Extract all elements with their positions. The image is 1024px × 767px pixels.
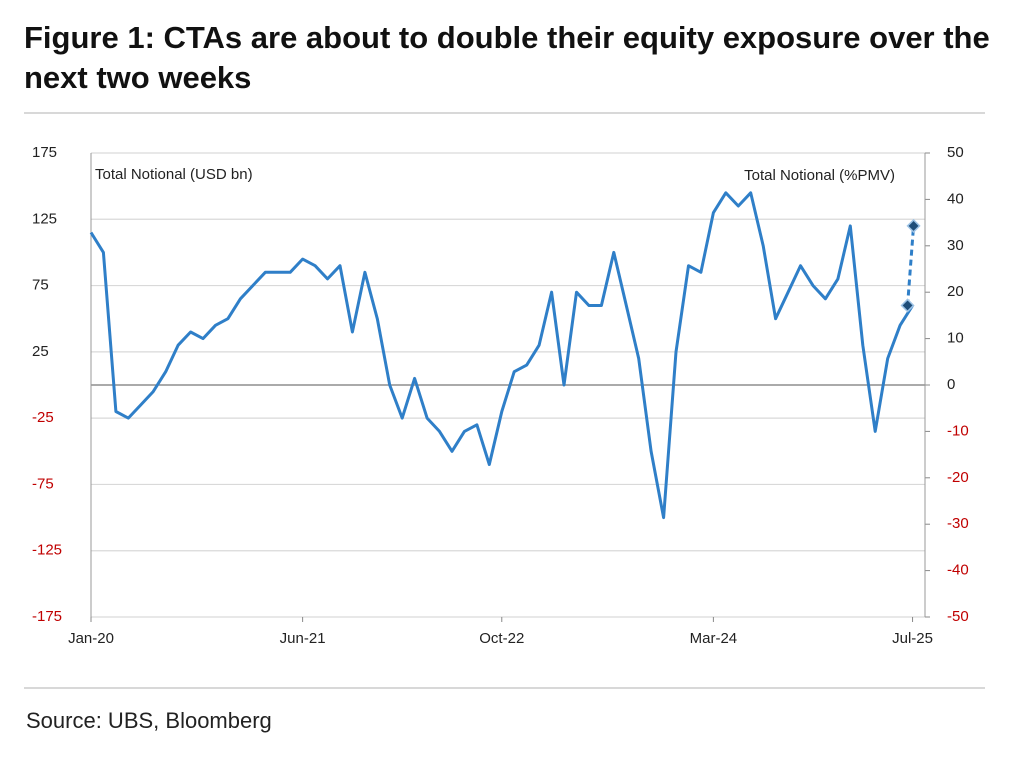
projection-marker	[900, 298, 915, 313]
y-tick-label: 125	[32, 210, 57, 227]
x-tick-label: Jul-25	[892, 630, 933, 647]
y-tick-label: 25	[32, 343, 49, 360]
x-tick-label: Jun-21	[280, 630, 326, 647]
x-tick-label: Oct-22	[479, 630, 524, 647]
y2-tick-label: 50	[947, 144, 964, 161]
y-tick-label: -175	[32, 608, 62, 625]
x-tick-label: Jan-20	[68, 630, 114, 647]
projection-marker	[906, 218, 921, 233]
y2-tick-label: -40	[947, 562, 969, 579]
y2-axis-label: Total Notional (%PMV)	[744, 167, 895, 184]
y2-tick-label: 0	[947, 376, 955, 393]
chart-title: Figure 1: CTAs are about to double their…	[24, 20, 990, 95]
y-tick-label: -125	[32, 542, 62, 559]
y-tick-label: -75	[32, 475, 54, 492]
title-box: Figure 1: CTAs are about to double their…	[24, 20, 990, 95]
y2-tick-label: -30	[947, 515, 969, 532]
y2-tick-label: 10	[947, 330, 964, 347]
y2-tick-label: 40	[947, 190, 964, 207]
y2-tick-label: -50	[947, 608, 969, 625]
y-tick-label: 175	[32, 144, 57, 161]
line-series	[89, 191, 914, 520]
y2-tick-label: 30	[947, 237, 964, 254]
y-tick-label: 75	[32, 277, 49, 294]
y2-tick-label: 20	[947, 283, 964, 300]
y-axis-label: Total Notional (USD bn)	[95, 166, 253, 183]
y2-tick-label: -10	[947, 422, 969, 439]
x-tick-label: Mar-24	[690, 630, 738, 647]
projection-line	[906, 225, 916, 306]
y-tick-label: -25	[32, 409, 54, 426]
source: Source: UBS, Bloomberg	[26, 708, 272, 733]
y2-tick-label: -20	[947, 469, 969, 486]
